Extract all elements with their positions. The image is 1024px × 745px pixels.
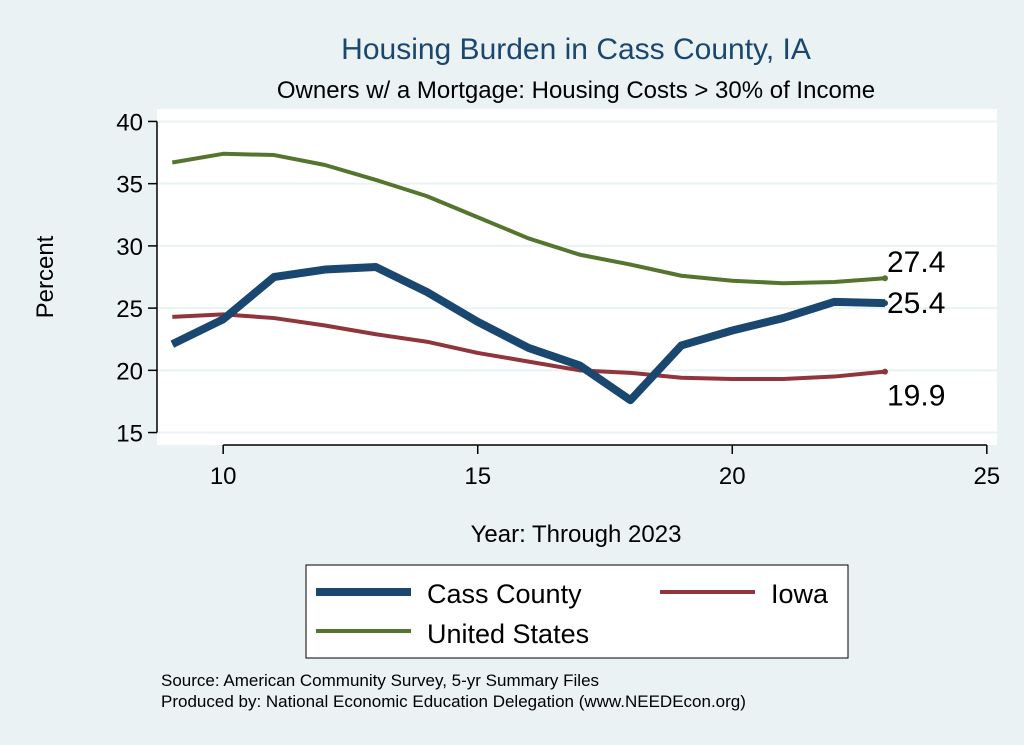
end-point-marker (882, 300, 888, 307)
legend-box (305, 564, 849, 659)
legend: Cass County Iowa United States (316, 579, 829, 649)
y-tick-label: 15 (116, 421, 143, 448)
y-tick-label: 25 (116, 296, 143, 323)
x-tick-label: 10 (210, 463, 237, 490)
series-line-iowa (172, 312, 886, 382)
end-label: 25.4 (887, 287, 945, 320)
y-tick-label: 35 (116, 172, 143, 199)
legend-label-cass-county: Cass County (427, 579, 582, 609)
x-tick-label: 15 (464, 463, 491, 490)
y-tick-label: 40 (116, 109, 143, 136)
end-point-marker (882, 275, 888, 282)
series-lines (170, 151, 888, 405)
series-line-cass-county (170, 263, 886, 405)
y-axis-label: Percent (32, 235, 59, 318)
end-labels: 25.4 19.9 27.4 (887, 246, 945, 412)
y-tick-label: 30 (116, 234, 143, 261)
series-line-united-states (171, 151, 886, 286)
end-label: 19.9 (887, 380, 945, 413)
x-tick-label: 25 (973, 463, 1000, 490)
x-tick-label: 20 (719, 463, 746, 490)
y-tick-label: 20 (116, 358, 143, 385)
legend-label-united-states: United States (427, 619, 589, 649)
chart-title: Housing Burden in Cass County, IA (341, 33, 811, 66)
legend-label-iowa: Iowa (771, 579, 829, 609)
producer-note: Produced by: National Economic Education… (161, 692, 746, 711)
source-note: Source: American Community Survey, 5-yr … (161, 671, 599, 690)
x-axis-label: Year: Through 2023 (471, 521, 682, 548)
end-label: 27.4 (887, 246, 945, 279)
chart-subtitle: Owners w/ a Mortgage: Housing Costs > 30… (277, 77, 875, 104)
axes: 15 20 25 30 35 40 10 15 20 25 (116, 109, 1000, 490)
end-point-marker (882, 368, 888, 375)
